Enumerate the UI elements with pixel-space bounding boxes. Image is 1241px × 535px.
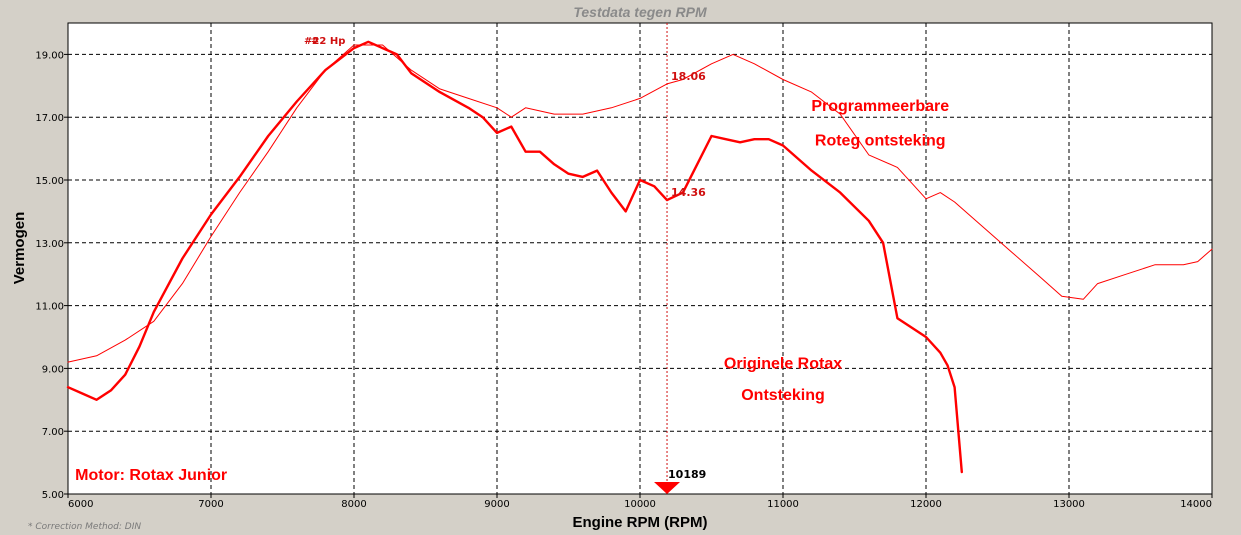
y-axis-label: Vermogen: [11, 212, 28, 285]
chart-title: Testdata tegen RPM: [573, 4, 707, 20]
y-tick-label: 15.00: [35, 176, 64, 187]
correction-method-footnote: * Correction Method: DIN: [28, 522, 141, 532]
x-tick-label: 13000: [1053, 499, 1085, 510]
x-tick-label: 8000: [341, 499, 366, 510]
series-line-originele-rotax: [66, 40, 963, 474]
marker-label-1: #2: [304, 36, 319, 47]
annotation-1: Programmeerbare: [811, 98, 949, 115]
x-tick-label: 9000: [484, 499, 509, 510]
x-tick-label: 6000: [68, 499, 93, 510]
rpm-cursor[interactable]: 10189: [654, 23, 706, 494]
cursor-value-2: 14.36: [671, 186, 706, 199]
y-tick-label: 7.00: [42, 427, 64, 438]
x-axis-label: Engine RPM (RPM): [573, 514, 708, 531]
x-tick-label: 12000: [910, 499, 942, 510]
cursor-handle-triangle[interactable]: [654, 482, 681, 494]
cursor-readouts: 18.06 14.36: [671, 70, 706, 199]
y-axis-ticks: 5.00 7.00 9.00 11.00 13.00 15.00 17.00 19.00: [35, 50, 68, 501]
x-tick-label: 7000: [198, 499, 223, 510]
y-tick-label: 13.00: [35, 239, 64, 250]
cursor-rpm-readout: 10189: [668, 468, 706, 481]
series-lines: [66, 40, 1213, 474]
annotation-2: Roteg ontsteking: [815, 132, 946, 149]
y-tick-label: 19.00: [35, 50, 64, 61]
annotation-5: Motor: Rotax Junior: [75, 467, 227, 484]
x-tick-label: 10000: [624, 499, 656, 510]
annotation-4: Ontsteking: [741, 387, 825, 404]
chart-annotations: Programmeerbare Roteg ontsteking Originele…: [75, 98, 949, 484]
grid-lines: [68, 23, 1212, 494]
series-line-programmeerbare-roteg: [67, 44, 1213, 363]
y-tick-label: 9.00: [42, 364, 64, 375]
marker-label-2: #2 Hp: [311, 36, 345, 47]
x-tick-label: 14000: [1180, 499, 1212, 510]
annotation-3: Originele Rotax: [724, 355, 842, 372]
x-tick-label: 11000: [767, 499, 799, 510]
x-axis-ticks: 6000 7000 8000 9000 10000 11000 12000 13000 1400…: [67, 494, 1213, 510]
y-tick-label: 17.00: [35, 113, 64, 124]
y-tick-label: 5.00: [42, 490, 64, 501]
cursor-value-1: 18.06: [671, 70, 706, 83]
y-tick-label: 11.00: [35, 302, 64, 313]
